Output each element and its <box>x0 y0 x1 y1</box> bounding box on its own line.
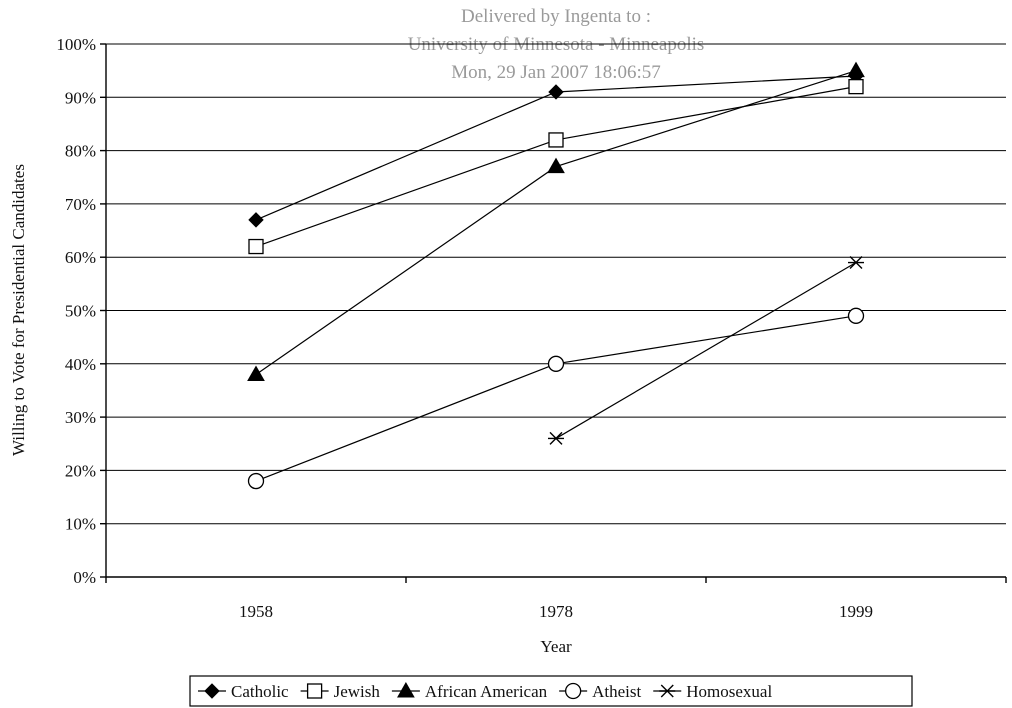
watermark-line: Delivered by Ingenta to : <box>461 6 651 27</box>
data-point-jewish <box>248 238 264 255</box>
y-tick-label: 90% <box>65 88 96 107</box>
legend-item-jewish: Jewish <box>300 682 381 701</box>
data-point-atheist <box>847 307 865 324</box>
legend-marker-catholic <box>204 683 220 699</box>
series-african-american <box>247 61 865 381</box>
y-tick-label: 80% <box>65 142 96 161</box>
y-tick-label: 10% <box>65 515 96 534</box>
data-point-african-american <box>847 61 865 78</box>
y-tick-label: 60% <box>65 248 96 267</box>
y-axis-ticks: 0% 10% 20% 30% 40% 50% 60% 70% 80% 90% 100% <box>56 35 106 587</box>
legend-label: African American <box>425 682 548 701</box>
data-point-jewish <box>848 78 864 95</box>
series-jewish <box>248 78 864 255</box>
y-tick-label: 0% <box>73 568 96 587</box>
data-point-african-american <box>247 365 265 381</box>
x-tick-label: 1958 <box>239 602 273 621</box>
data-point-catholic <box>548 84 564 100</box>
data-point-homosexual <box>848 256 864 270</box>
y-tick-label: 100% <box>56 35 96 54</box>
series-line-atheist <box>255 315 857 482</box>
legend-marker-atheist <box>564 682 582 700</box>
series-line-homosexual <box>555 262 857 439</box>
data-point-atheist <box>247 472 265 490</box>
series-group <box>247 61 865 490</box>
legend-item-homosexual: Homosexual <box>653 682 772 701</box>
data-point-homosexual <box>548 431 564 445</box>
gridlines <box>106 43 1006 525</box>
x-tick-label: 1978 <box>539 602 573 621</box>
series-line-african-american <box>255 70 857 375</box>
y-tick-label: 40% <box>65 355 96 374</box>
x-axis-ticks: 1958 1978 1999 <box>105 577 1007 621</box>
y-axis-title: Willing to Vote for Presidential Candida… <box>9 164 28 456</box>
data-point-atheist <box>547 355 565 372</box>
y-tick-label: 70% <box>65 195 96 214</box>
y-tick-label: 50% <box>65 302 96 321</box>
series-catholic <box>248 68 864 228</box>
legend-label: Jewish <box>334 682 381 701</box>
legend-marker-homosexual <box>659 684 676 698</box>
legend-label: Homosexual <box>686 682 772 701</box>
x-tick-label: 1999 <box>839 602 873 621</box>
legend-item-catholic: Catholic <box>198 682 289 701</box>
x-axis-title: Year <box>540 637 572 656</box>
watermark-line: Mon, 29 Jan 2007 18:06:57 <box>451 62 661 83</box>
data-point-catholic <box>248 212 264 228</box>
legend: Catholic Jewish African American Atheist Hom… <box>189 675 913 707</box>
data-point-african-american <box>547 157 565 174</box>
series-homosexual <box>548 256 864 445</box>
legend-marker-jewish <box>306 683 323 699</box>
legend-marker-african-american <box>397 681 415 698</box>
y-tick-label: 20% <box>65 461 96 480</box>
legend-label: Atheist <box>592 682 641 701</box>
legend-label: Catholic <box>231 682 289 701</box>
legend-item-african-american: African American <box>391 681 548 701</box>
series-atheist <box>247 307 865 490</box>
legend-item-atheist: Atheist <box>559 682 642 701</box>
legend-box <box>189 675 913 707</box>
y-tick-label: 30% <box>65 408 96 427</box>
data-point-jewish <box>548 132 564 148</box>
